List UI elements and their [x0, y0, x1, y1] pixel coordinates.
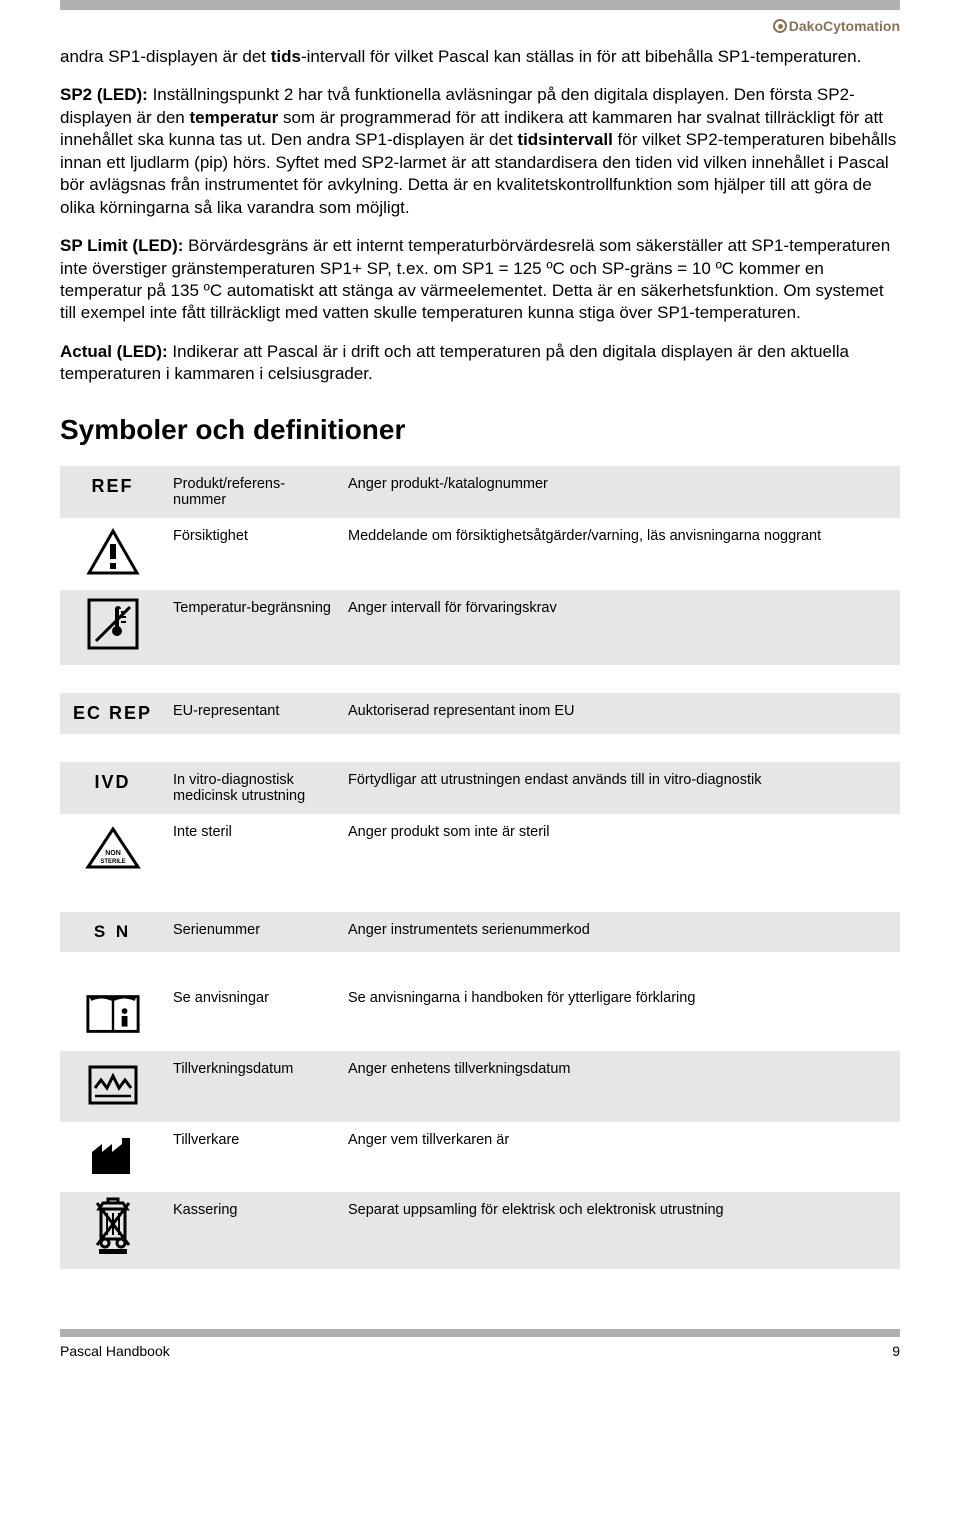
table-row: Se anvisningarSe anvisningarna i handbok…	[60, 980, 900, 1051]
weee-icon	[85, 1202, 141, 1250]
brand-name: DakoCytomation	[789, 18, 900, 34]
symbol-text: S N	[94, 922, 131, 941]
footer-left: Pascal Handbook	[60, 1343, 170, 1359]
table-row: KasseringSeparat uppsamling för elektris…	[60, 1192, 900, 1269]
description-cell: Meddelande om försiktighetsåtgärder/varn…	[340, 518, 900, 590]
description-cell: Anger intervall för förvaringskrav	[340, 590, 900, 665]
symbol-cell	[60, 1051, 165, 1122]
term-cell: Temperatur-begränsning	[165, 590, 340, 665]
svg-text:STERILE: STERILE	[100, 859, 125, 865]
mfgdate-icon	[85, 1061, 141, 1109]
description-cell: Anger enhetens tillverkningsdatum	[340, 1051, 900, 1122]
table-row: TillverkareAnger vem tillverkaren är	[60, 1122, 900, 1192]
symbol-cell	[60, 518, 165, 590]
symbol-cell: NON STERILE	[60, 814, 165, 884]
nonsterile-icon: NON STERILE	[85, 824, 141, 872]
body-paragraph-2: SP2 (LED): Inställningspunkt 2 har två f…	[60, 84, 900, 219]
symbol-cell	[60, 980, 165, 1051]
symbol-cell: IVD	[60, 762, 165, 814]
table-row: EC REP EU-representantAuktoriserad repres…	[60, 693, 900, 734]
term-cell: Se anvisningar	[165, 980, 340, 1051]
spacer-row	[60, 884, 900, 912]
manual-icon	[85, 990, 141, 1038]
symbol-cell	[60, 1122, 165, 1192]
term-cell: Tillverkare	[165, 1122, 340, 1192]
body-paragraph-1: andra SP1-displayen är det tids-interval…	[60, 46, 900, 68]
term-cell: Tillverkningsdatum	[165, 1051, 340, 1122]
table-row: REF Produkt/referens-nummerAnger produkt-…	[60, 466, 900, 518]
page-footer: Pascal Handbook 9	[60, 1343, 900, 1359]
term-cell: Inte steril	[165, 814, 340, 884]
table-row: S N SerienummerAnger instrumentets serien…	[60, 912, 900, 952]
description-cell: Anger instrumentets serienummerkod	[340, 912, 900, 952]
body-paragraph-3: SP Limit (LED): Börvärdesgräns är ett in…	[60, 235, 900, 325]
term-cell: Produkt/referens-nummer	[165, 466, 340, 518]
description-cell: Anger produkt som inte är steril	[340, 814, 900, 884]
top-bar	[60, 0, 900, 10]
table-row: TillverkningsdatumAnger enhetens tillver…	[60, 1051, 900, 1122]
svg-text:NON: NON	[105, 850, 121, 857]
bottom-bar	[60, 1329, 900, 1337]
description-cell: Separat uppsamling för elektrisk och ele…	[340, 1192, 900, 1269]
symbol-cell	[60, 1192, 165, 1269]
description-cell: Förtydligar att utrustningen endast anvä…	[340, 762, 900, 814]
spacer-row	[60, 952, 900, 980]
symbol-text: EC REP	[73, 703, 152, 723]
symbol-cell	[60, 590, 165, 665]
table-row: FörsiktighetMeddelande om försiktighetså…	[60, 518, 900, 590]
thermometer-icon	[85, 600, 141, 648]
spacer-row	[60, 665, 900, 693]
definitions-table: REF Produkt/referens-nummerAnger produkt-…	[60, 466, 900, 1269]
symbol-text: IVD	[94, 772, 130, 792]
term-cell: In vitro-diagnostisk medicinsk utrustnin…	[165, 762, 340, 814]
table-row: Temperatur-begränsningAnger intervall fö…	[60, 590, 900, 665]
description-cell: Auktoriserad representant inom EU	[340, 693, 900, 734]
body-paragraph-4: Actual (LED): Indikerar att Pascal är i …	[60, 341, 900, 386]
table-row: NON STERILE Inte sterilAnger produkt som i…	[60, 814, 900, 884]
symbol-text: REF	[92, 476, 134, 496]
footer-page-number: 9	[892, 1343, 900, 1359]
description-cell: Anger vem tillverkaren är	[340, 1122, 900, 1192]
term-cell: EU-representant	[165, 693, 340, 734]
spacer-row	[60, 734, 900, 762]
symbol-cell: EC REP	[60, 693, 165, 734]
term-cell: Försiktighet	[165, 518, 340, 590]
table-row: IVD In vitro-diagnostisk medicinsk utrust…	[60, 762, 900, 814]
section-title: Symboler och definitioner	[60, 414, 900, 446]
warning-icon	[85, 528, 141, 576]
term-cell: Kassering	[165, 1192, 340, 1269]
brand-logo: DakoCytomation	[60, 18, 900, 34]
description-cell: Se anvisningarna i handboken för ytterli…	[340, 980, 900, 1051]
term-cell: Serienummer	[165, 912, 340, 952]
brand-logo-icon	[773, 19, 787, 33]
symbol-cell: S N	[60, 912, 165, 952]
manufacturer-icon	[85, 1132, 141, 1180]
description-cell: Anger produkt-/katalognummer	[340, 466, 900, 518]
symbol-cell: REF	[60, 466, 165, 518]
